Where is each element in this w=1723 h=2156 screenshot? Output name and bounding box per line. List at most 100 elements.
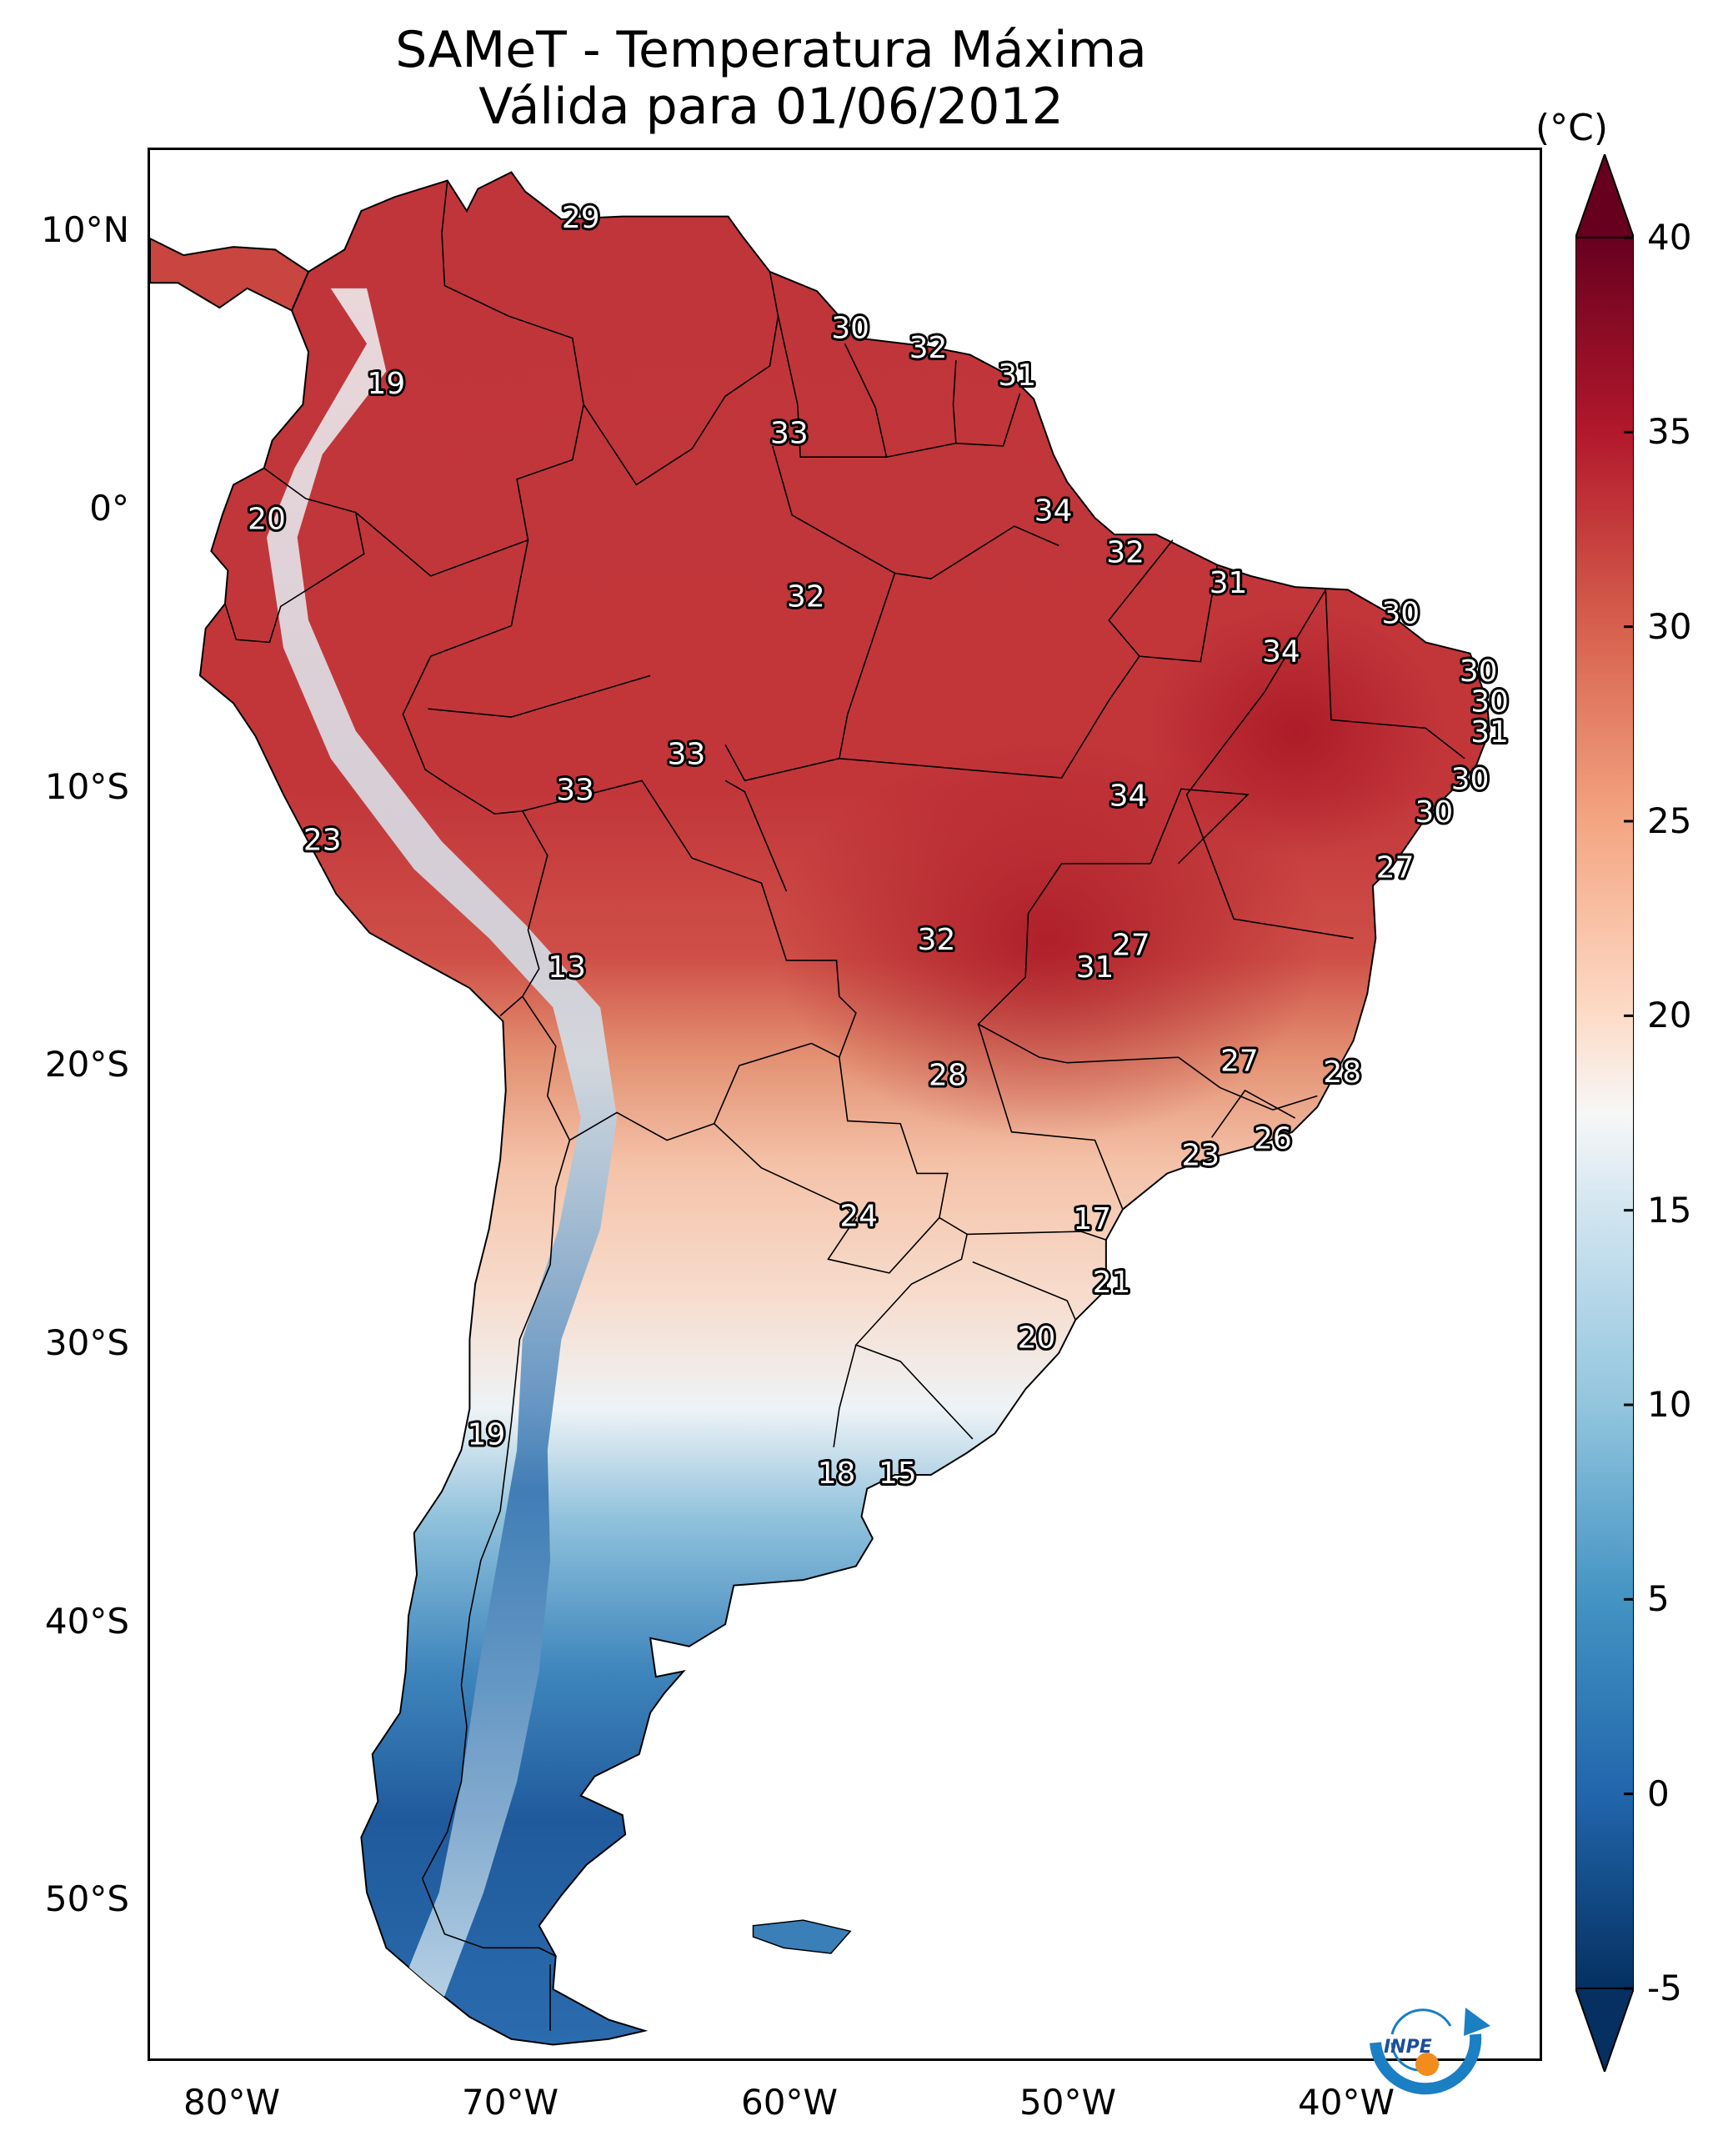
temperature-value-label: 33: [668, 737, 706, 771]
map-title: SAMeT - Temperatura Máxima: [395, 21, 1147, 79]
temperature-value-label: 32: [787, 579, 825, 614]
temperature-value-label: 27: [1376, 851, 1415, 885]
andes-cool-band: [266, 288, 618, 2003]
lon-tick-label: 70°W: [462, 2082, 558, 2123]
colorbar-body: [1575, 237, 1634, 1989]
temperature-value-label: 32: [918, 923, 956, 957]
country-border: [839, 1057, 949, 1218]
colorbar-tick-label: 40: [1647, 217, 1692, 258]
map-subtitle: Válida para 01/06/2012: [478, 78, 1064, 136]
country-border: [772, 445, 895, 574]
country-border: [1150, 788, 1250, 865]
country-border: [847, 525, 1059, 714]
country-border: [777, 315, 888, 459]
temperature-value-label: 23: [303, 823, 342, 857]
country-borders: [224, 180, 1465, 2031]
country-border: [428, 674, 651, 718]
temperature-value-label: 15: [879, 1457, 917, 1491]
temperature-value-label: 33: [556, 774, 594, 808]
country-border: [714, 1123, 940, 1274]
temperature-value-label: 31: [1076, 950, 1114, 985]
lat-tick-label: 0°: [89, 488, 129, 529]
temperature-value-label: 19: [468, 1418, 506, 1452]
temperature-value-label: 31: [998, 358, 1036, 393]
temperature-value-label: 32: [909, 331, 948, 365]
temperature-value-label: 27: [1220, 1045, 1259, 1079]
country-border: [977, 1024, 1124, 1210]
lon-tick-label: 40°W: [1298, 2082, 1395, 2123]
colorbar-tick-label: -5: [1647, 1968, 1682, 2008]
country-border: [402, 624, 523, 815]
colorbar-tick-label: 10: [1647, 1384, 1692, 1425]
lon-tick-label: 80°W: [183, 2082, 280, 2123]
colorbar-tick-label: 5: [1647, 1578, 1670, 1620]
lat-tick-label: 40°S: [44, 1601, 129, 1642]
country-border: [522, 780, 857, 1125]
country-border: [967, 1231, 1107, 1241]
colorbar-unit-label: (°C): [1535, 107, 1609, 149]
colorbar-tick-label: 20: [1647, 995, 1692, 1036]
temperature-value-label: 20: [248, 503, 286, 537]
temperature-value-label: 30: [1381, 596, 1420, 630]
colorbar-tick-label: 35: [1647, 411, 1692, 453]
temperature-value-label: 18: [818, 1457, 856, 1491]
country-border: [724, 714, 849, 782]
central-america-land: [150, 238, 310, 312]
country-border: [955, 393, 1021, 447]
hot-region-northeast: [1146, 607, 1446, 857]
lat-tick-label: 10°S: [44, 766, 129, 807]
colorbar-tick-label: 0: [1647, 1772, 1670, 1814]
temperature-value-label: 34: [1262, 635, 1300, 669]
country-border: [421, 1140, 571, 1957]
temperature-value-label: 33: [770, 417, 809, 451]
lat-tick-label: 10°N: [41, 209, 129, 250]
temperature-value-label: 30: [831, 312, 869, 346]
country-border: [441, 180, 584, 626]
temperature-value-label: 30: [1451, 762, 1490, 796]
temperature-value-label: 31: [1210, 566, 1248, 600]
temperature-value-label: 24: [839, 1200, 878, 1234]
country-border: [724, 780, 788, 892]
temperature-value-label: 13: [548, 950, 586, 985]
inpe-logo-text: INPE: [1384, 2037, 1432, 2058]
temperature-value-label: 28: [1323, 1055, 1361, 1090]
inpe-logo: INPE: [1370, 2008, 1490, 2095]
lon-tick-label: 50°W: [1019, 2082, 1116, 2123]
colorbar-max-extension: [1575, 154, 1634, 238]
lat-tick-label: 50°S: [44, 1878, 129, 1919]
temperature-value-label: 28: [929, 1058, 967, 1092]
country-border: [263, 467, 528, 577]
country-border: [833, 1344, 857, 1447]
temperature-value-label: 17: [1073, 1202, 1111, 1236]
temperature-value-label: 23: [1181, 1139, 1220, 1173]
temperature-value-label: 19: [368, 367, 406, 401]
temperature-value-label: 32: [1106, 535, 1144, 569]
country-border: [972, 1261, 1076, 1321]
country-border: [224, 512, 365, 644]
temperature-value-label: 20: [1018, 1321, 1056, 1355]
hot-region-central: [773, 740, 1321, 1140]
temperature-value-label: 21: [1093, 1266, 1131, 1300]
country-border: [886, 360, 957, 459]
temperature-value-label: 27: [1112, 928, 1150, 962]
country-border: [1185, 589, 1354, 940]
colorbar-tick-label: 25: [1647, 800, 1692, 841]
country-border: [1139, 564, 1219, 663]
colorbar-tick-label: 30: [1647, 605, 1692, 647]
temperature-colorbar: [1575, 154, 1634, 2072]
temperature-value-label: 31: [1470, 715, 1509, 750]
temperature-value-label: 30: [1415, 795, 1454, 830]
lon-tick-label: 60°W: [741, 2082, 838, 2123]
colorbar-tick-label: 15: [1647, 1189, 1692, 1231]
temperature-value-label: 34: [1109, 779, 1148, 813]
colorbar-min-extension: [1575, 1988, 1634, 2072]
map-area: 29 19 30 32 31 33 20 34 32 31 32 30 34 30 30 31 33 33 34 30…: [148, 148, 1542, 2061]
south-america-land: [198, 171, 1491, 2046]
country-border: [583, 271, 779, 486]
country-border: [977, 863, 1151, 1064]
country-border: [839, 539, 1174, 779]
temperature-value-label: 34: [1034, 494, 1073, 529]
country-border: [1325, 589, 1465, 760]
